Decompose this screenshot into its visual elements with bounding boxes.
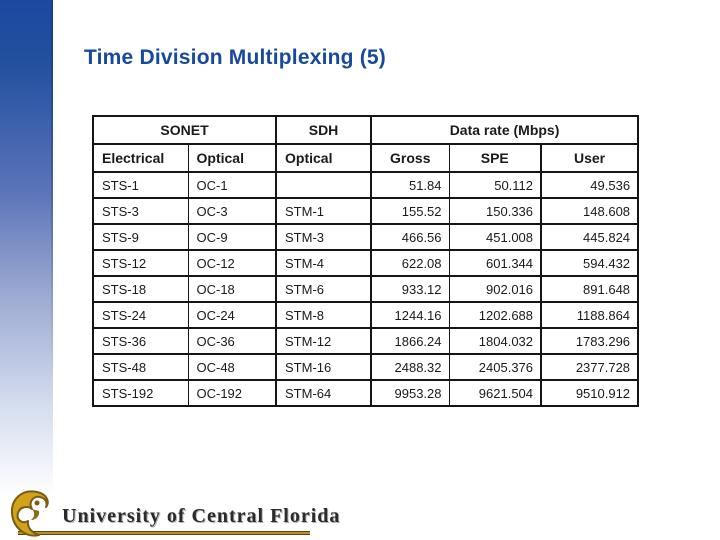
table-cell: STM-4 [275,249,372,277]
table-cell [275,171,372,199]
table-cell: 445.824 [540,223,639,251]
footer-institution: University of Central Florida [62,505,341,527]
table-row: STS-48 OC-48 STM-16 2488.32 2405.376 237… [92,353,639,381]
group-header-datarate: Data rate (Mbps) [370,115,639,145]
table-cell: OC-1 [187,171,277,199]
column-header-row: Electrical Optical Optical Gross SPE Use… [92,143,639,173]
table-row: STS-36 OC-36 STM-12 1866.24 1804.032 178… [92,327,639,355]
col-header-gross: Gross [370,143,450,173]
table-cell: 1804.032 [448,327,542,355]
table-row: STS-18 OC-18 STM-6 933.12 902.016 891.64… [92,275,639,303]
table-cell: STM-3 [275,223,372,251]
slide-title: Time Division Multiplexing (5) [84,46,386,69]
ucf-pegasus-icon [10,490,49,537]
table-row: STS-12 OC-12 STM-4 622.08 601.344 594.43… [92,249,639,277]
table-cell: OC-9 [187,223,277,251]
table-row: STS-192 OC-192 STM-64 9953.28 9621.504 9… [92,379,639,407]
table-cell: STS-9 [92,223,189,251]
table-cell: STS-1 [92,171,189,199]
group-header-sonet: SONET [92,115,277,145]
table-cell: 9953.28 [370,379,450,407]
table-cell: STS-18 [92,275,189,303]
table-cell: 9510.912 [540,379,639,407]
table-cell: OC-12 [187,249,277,277]
group-header-row: SONET SDH Data rate (Mbps) [92,115,639,145]
table-row: STS-1 OC-1 51.84 50.112 49.536 [92,171,639,199]
table-cell: 1783.296 [540,327,639,355]
group-header-sdh: SDH [275,115,372,145]
table-cell: 50.112 [448,171,542,199]
table-cell: 601.344 [448,249,542,277]
table-cell: OC-192 [187,379,277,407]
table-cell: STM-6 [275,275,372,303]
table-cell: 622.08 [370,249,450,277]
table-cell: 466.56 [370,223,450,251]
table-cell: STM-12 [275,327,372,355]
table-cell: OC-3 [187,197,277,225]
table-row: STS-3 OC-3 STM-1 155.52 150.336 148.608 [92,197,639,225]
table-cell: STS-3 [92,197,189,225]
table-cell: OC-48 [187,353,277,381]
table-cell: 1244.16 [370,301,450,329]
col-header-electrical: Electrical [92,143,189,173]
table-cell: OC-18 [187,275,277,303]
table-cell: 49.536 [540,171,639,199]
table-cell: 148.608 [540,197,639,225]
sidebar-gradient-bar [0,0,53,540]
table-cell: 1202.688 [448,301,542,329]
footer-gold-rule [18,531,310,535]
sonet-sdh-data-rate-table: SONET SDH Data rate (Mbps) Electrical Op… [92,115,640,407]
table-cell: STM-64 [275,379,372,407]
table-cell: 891.648 [540,275,639,303]
col-header-sdh-optical: Optical [275,143,372,173]
table-cell: 594.432 [540,249,639,277]
table-row: STS-24 OC-24 STM-8 1244.16 1202.688 1188… [92,301,639,329]
table-cell: 2377.728 [540,353,639,381]
col-header-spe: SPE [448,143,542,173]
table-cell: STM-1 [275,197,372,225]
table-cell: OC-36 [187,327,277,355]
table-row: STS-9 OC-9 STM-3 466.56 451.008 445.824 [92,223,639,251]
table-cell: 51.84 [370,171,450,199]
table-cell: 9621.504 [448,379,542,407]
table-cell: STS-24 [92,301,189,329]
table-cell: STS-36 [92,327,189,355]
table-cell: STM-16 [275,353,372,381]
table-cell: 2405.376 [448,353,542,381]
table-cell: STS-12 [92,249,189,277]
table-cell: 902.016 [448,275,542,303]
table-cell: 451.008 [448,223,542,251]
table-cell: 1188.864 [540,301,639,329]
table-cell: STS-192 [92,379,189,407]
col-header-user: User [540,143,639,173]
table-cell: STS-48 [92,353,189,381]
table-cell: 933.12 [370,275,450,303]
table-cell: STM-8 [275,301,372,329]
col-header-optical: Optical [187,143,277,173]
table-cell: 155.52 [370,197,450,225]
table-cell: OC-24 [187,301,277,329]
table-cell: 1866.24 [370,327,450,355]
table-cell: 150.336 [448,197,542,225]
table-cell: 2488.32 [370,353,450,381]
